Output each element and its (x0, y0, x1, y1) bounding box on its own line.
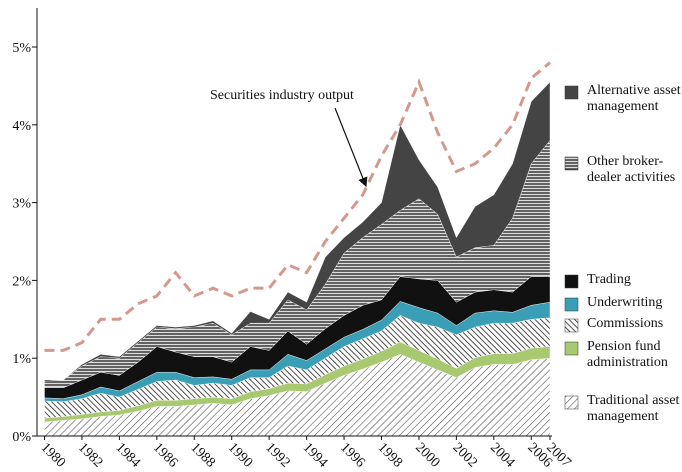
x-tick-label: 1992 (262, 440, 292, 470)
legend-swatch (564, 85, 579, 100)
legend-label: Trading (587, 272, 631, 287)
x-tick-label: 1982 (75, 440, 105, 470)
y-tick-label: 4% (12, 119, 31, 134)
area (44, 81, 551, 382)
legend-label: Underwriting (587, 295, 663, 310)
y-tick-label: 3% (12, 197, 31, 212)
legend-label: Traditional asset management (587, 393, 680, 424)
annotation: Securities industry output (210, 88, 354, 103)
x-tick-label: 1984 (113, 440, 143, 470)
x-tick-label: 2004 (487, 440, 517, 470)
y-tick-label: 2% (12, 274, 31, 289)
legend-label: Alternative asset management (587, 83, 681, 114)
x-tick-label: 2000 (412, 440, 442, 470)
output-line (44, 61, 551, 352)
x-tick-label: 2002 (450, 440, 480, 470)
legend-label: Pension fund administration (587, 339, 668, 370)
legend-swatch (564, 156, 579, 171)
legend-swatch (564, 274, 579, 289)
x-tick-label: 1986 (150, 440, 180, 470)
x-tick-label: 1990 (225, 440, 255, 470)
y-tick-label: 0% (12, 430, 31, 445)
y-tick-label: 1% (12, 352, 31, 367)
x-tick-label: 1994 (300, 440, 330, 470)
legend-swatch (564, 395, 579, 410)
legend-swatch (564, 297, 579, 312)
legend-swatch (564, 318, 579, 333)
legend-label: Commissions (587, 316, 664, 331)
annotation-arrow (334, 107, 368, 188)
x-tick-label: 1998 (375, 440, 405, 470)
legend-swatch (564, 341, 579, 356)
x-tick-label: 1996 (337, 440, 367, 470)
x-tick-label: 1980 (38, 440, 68, 470)
legend-label: Other broker-dealer activities (587, 154, 676, 185)
y-tick-label: 5% (12, 41, 31, 56)
x-tick-label: 1988 (187, 440, 217, 470)
